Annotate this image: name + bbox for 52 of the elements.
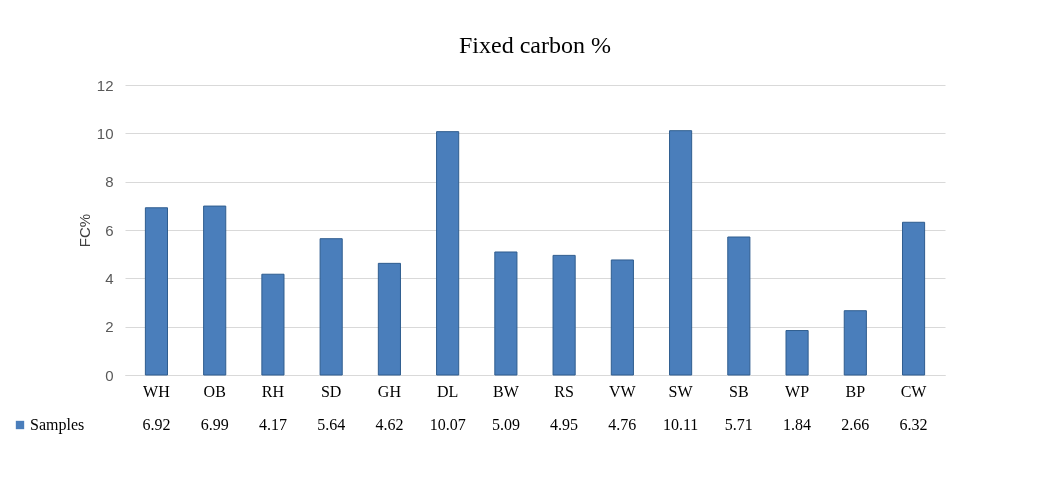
data-label: 4.76 <box>608 416 637 433</box>
data-label: 1.84 <box>783 416 812 433</box>
data-label: 4.62 <box>375 416 404 433</box>
data-label: 6.32 <box>899 416 928 433</box>
y-tick-label: 2 <box>105 318 114 336</box>
data-label: 5.71 <box>724 416 753 433</box>
bar <box>436 131 460 376</box>
x-tick-label: SB <box>729 382 749 400</box>
data-label: 2.66 <box>841 416 870 433</box>
x-tick-label: WP <box>785 382 810 400</box>
x-tick-label: CW <box>900 382 928 400</box>
y-tick-label: 8 <box>105 173 114 191</box>
data-label: 5.09 <box>491 416 520 433</box>
x-tick-label: RH <box>261 382 285 400</box>
chart-title: Fixed carbon % <box>459 32 611 58</box>
bar <box>901 221 926 376</box>
x-tick-label: GH <box>377 382 402 400</box>
x-tick-label: WH <box>143 382 171 400</box>
bar <box>203 205 227 376</box>
x-tick-label: RS <box>554 382 574 400</box>
data-label: 6.92 <box>142 416 171 433</box>
x-tick-label: VW <box>609 382 637 400</box>
y-tick-label: 10 <box>96 124 114 142</box>
x-tick-label: BP <box>845 382 866 400</box>
x-tick-label: DL <box>436 382 459 400</box>
x-tick-label: BW <box>492 382 520 400</box>
data-label: 10.11 <box>662 416 699 433</box>
bar <box>319 238 343 376</box>
bar <box>494 251 518 376</box>
y-tick-label: 12 <box>96 76 114 94</box>
y-axis-title: FC% <box>75 213 93 248</box>
x-tick-label: OB <box>203 382 226 400</box>
bar <box>552 254 576 376</box>
data-label: 6.99 <box>200 416 229 433</box>
bar <box>843 310 867 376</box>
data-label: 4.17 <box>258 416 287 433</box>
bar <box>261 273 285 376</box>
bar <box>727 236 751 376</box>
bar <box>610 259 634 376</box>
legend-label: Samples <box>30 416 85 434</box>
y-tick-label: 4 <box>105 269 114 287</box>
x-tick-label: SW <box>668 382 694 400</box>
bar <box>144 207 169 376</box>
y-tick-label: 6 <box>105 221 114 239</box>
x-tick-label: SD <box>320 382 342 400</box>
data-label: 5.64 <box>317 416 346 433</box>
data-label: 10.07 <box>429 416 466 433</box>
data-label: 4.95 <box>550 416 579 433</box>
bar <box>669 130 693 376</box>
bar <box>377 262 401 376</box>
bar <box>785 330 809 376</box>
y-tick-label: 0 <box>105 366 114 384</box>
